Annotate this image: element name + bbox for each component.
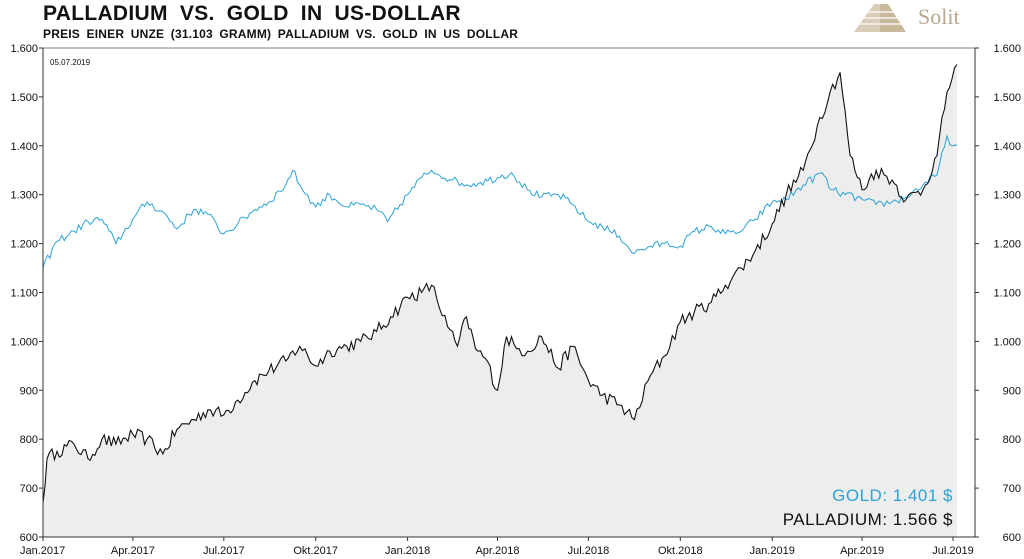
date-stamp: 05.07.2019 xyxy=(50,58,91,67)
y-tick-label-right: 1.500 xyxy=(993,92,1021,104)
y-tick-label-right: 1.400 xyxy=(993,141,1021,153)
y-tick-label-right: 600 xyxy=(1003,532,1021,544)
x-tick-label: Okt.2017 xyxy=(293,545,338,557)
x-tick-label: Jan.2017 xyxy=(20,545,65,557)
x-tick-label: Jan.2019 xyxy=(750,545,795,557)
y-tick-label-right: 1.200 xyxy=(993,239,1021,251)
legend-palladium: PALLADIUM: 1.566 $ xyxy=(783,510,953,529)
y-tick-label-right: 1.000 xyxy=(993,336,1021,348)
series-line-gold xyxy=(42,134,958,269)
x-tick-label: Apr.2018 xyxy=(475,545,519,557)
x-tick-label: Jan.2018 xyxy=(385,545,430,557)
palladium-area-fill xyxy=(43,64,957,537)
y-tick-label-left: 1.600 xyxy=(10,43,38,55)
y-tick-label-left: 1.300 xyxy=(10,190,38,202)
x-tick-label: Okt.2018 xyxy=(658,545,703,557)
solit-logo-icon xyxy=(854,4,906,32)
y-tick-label-left: 1.400 xyxy=(10,141,38,153)
x-tick-label: Jul.2017 xyxy=(203,545,245,557)
y-tick-label-left: 600 xyxy=(20,532,38,544)
x-tick-label: Jul.2019 xyxy=(932,545,974,557)
y-tick-label-left: 800 xyxy=(20,434,38,446)
y-tick-label-left: 900 xyxy=(20,385,38,397)
y-tick-label-left: 1.000 xyxy=(10,336,38,348)
logo-text: Solit xyxy=(918,4,960,29)
y-tick-label-left: 1.100 xyxy=(10,288,38,300)
y-tick-label-right: 900 xyxy=(1003,385,1021,397)
y-tick-label-right: 1.600 xyxy=(993,43,1021,55)
x-tick-label: Apr.2017 xyxy=(111,545,155,557)
chart-title: PALLADIUM VS. GOLD IN US-DOLLAR xyxy=(43,2,461,25)
y-tick-label-right: 700 xyxy=(1003,483,1021,495)
chart-subtitle: PREIS EINER UNZE (31.103 GRAMM) PALLADIU… xyxy=(43,27,519,41)
y-tick-label-right: 1.100 xyxy=(993,288,1021,300)
y-tick-label-left: 700 xyxy=(20,483,38,495)
legend-gold: GOLD: 1.401 $ xyxy=(832,486,953,505)
y-tick-label-left: 1.200 xyxy=(10,239,38,251)
y-tick-label-left: 1.500 xyxy=(10,92,38,104)
series-line-palladium xyxy=(42,64,958,503)
y-tick-label-right: 1.300 xyxy=(993,190,1021,202)
x-tick-label: Jul.2018 xyxy=(568,545,610,557)
y-tick-label-right: 800 xyxy=(1003,434,1021,446)
x-tick-label: Apr.2019 xyxy=(840,545,884,557)
